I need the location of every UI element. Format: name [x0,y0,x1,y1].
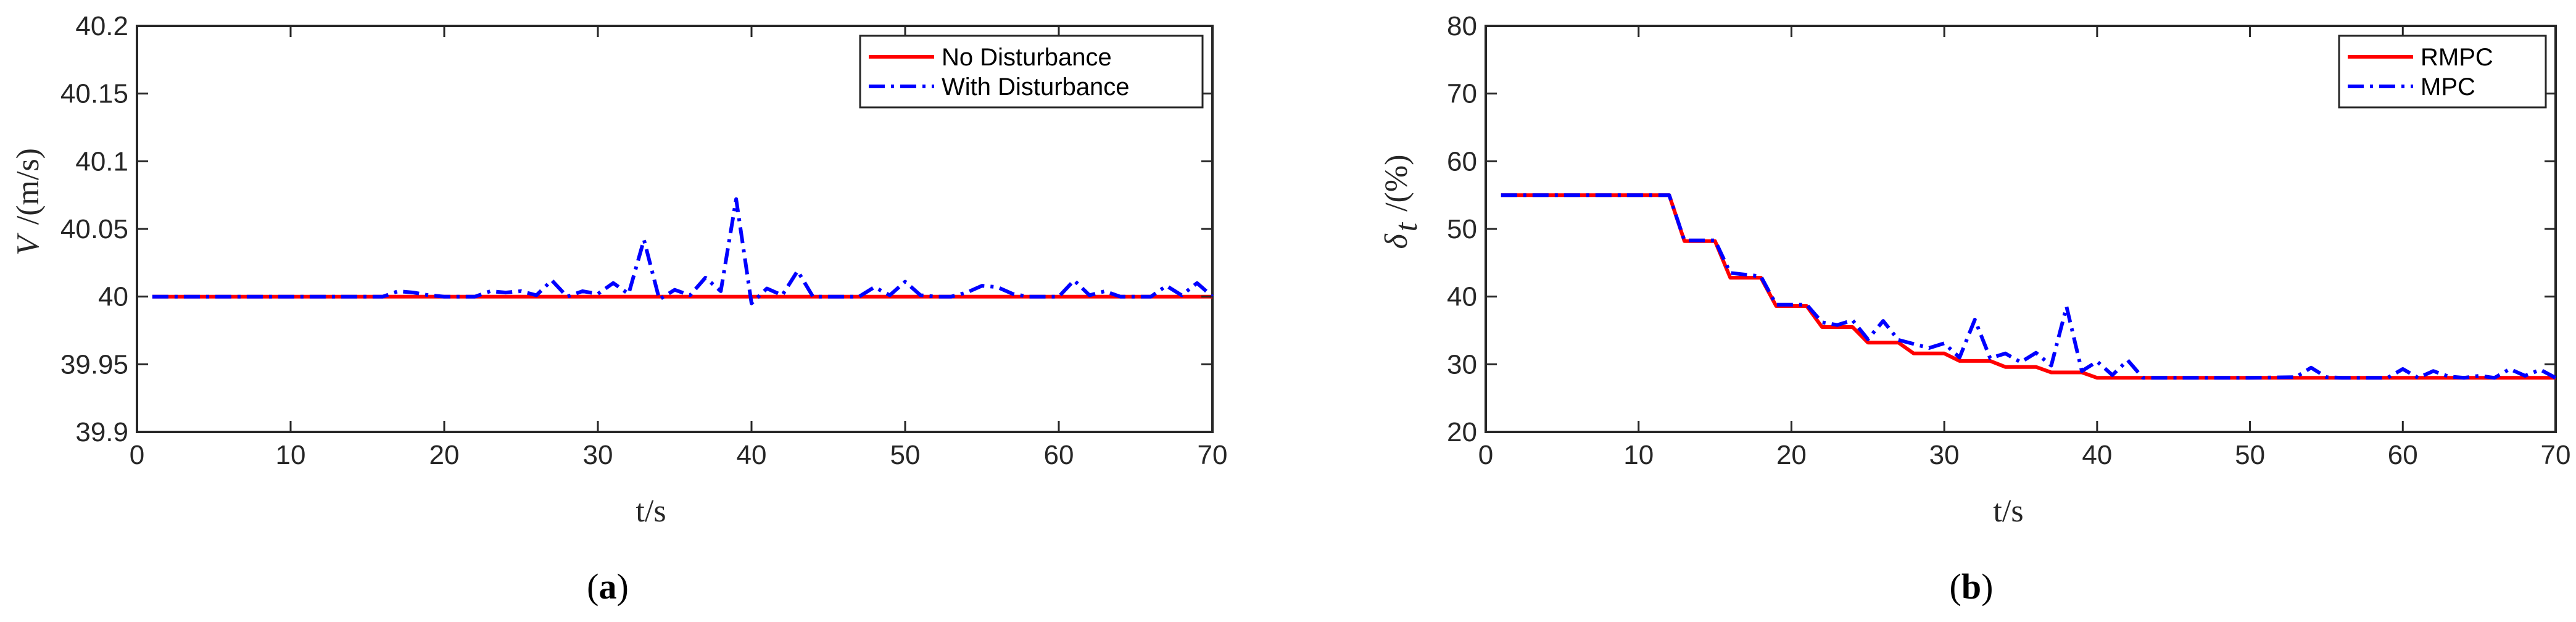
legend-label: MPC [2421,73,2475,101]
x-tick-label: 50 [2235,440,2265,470]
y-tick-label: 40.2 [75,11,128,41]
y-tick-label: 30 [1447,349,1477,379]
axis-ticks: 0 10 20 30 40 50 60 70 39.9 39.95 40 40.05 40.1 40.15… [60,11,1228,470]
x-tick-label: 60 [2388,440,2418,470]
y-tick-label: 50 [1447,214,1477,244]
x-tick-label: 40 [737,440,767,470]
x-tick-label: 60 [1044,440,1074,470]
caption-letter: a [599,566,617,607]
legend-label: RMPC [2421,44,2493,71]
y-tick-label: 80 [1447,11,1477,41]
x-tick-label: 0 [1478,440,1493,470]
chart-caption: (b) [1950,566,1994,607]
legend-box [2338,35,2547,109]
caption-open: ( [1950,566,1961,607]
plot-series [152,197,1214,305]
y-tick-label: 40 [98,282,128,312]
caption-close: ) [617,566,629,607]
x-tick-label: 20 [429,440,460,470]
plot-series [1501,193,2557,380]
caption-open: ( [587,566,598,607]
y-tick-label: 40 [1447,282,1477,312]
y-tick-label: 60 [1447,146,1477,176]
legend-label: With Disturbance [942,73,1130,101]
x-tick-label: 30 [583,440,613,470]
y-tick-label: 39.95 [60,349,128,379]
legend-box [859,35,1204,109]
x-tick-label: 70 [1198,440,1228,470]
y-axis-label: V /(m/s) [10,148,46,255]
x-tick-label: 10 [1623,440,1654,470]
series-line-2 [1501,193,2557,380]
x-tick-label: 0 [130,440,144,470]
y-tick-label: 40.05 [60,214,128,244]
x-tick-label: 30 [1929,440,1960,470]
y-axis-symbol: δ [1379,234,1414,249]
x-tick-label: 40 [2082,440,2112,470]
y-tick-label: 39.9 [75,417,128,447]
legend-label: No Disturbance [942,44,1112,71]
y-axis-unit: /(%) [1379,154,1414,211]
y-tick-label: 40.1 [75,146,128,176]
x-tick-label: 70 [2541,440,2571,470]
chart-a-velocity: 0 10 20 30 40 50 60 70 39.9 39.95 40 40.05 40.1 40.15… [10,11,1227,607]
caption-close: ) [1981,566,1993,607]
axis-ticks: 0 10 20 30 40 50 60 70 20 30 40 50 60 70 80 [1447,11,2570,470]
y-tick-label: 20 [1447,417,1477,447]
x-axis-label: t/s [636,494,666,529]
chart-caption: (a) [587,566,629,607]
series-line-2 [152,197,1214,305]
y-tick-label: 40.15 [60,79,128,109]
y-axis-subscript: t [1389,222,1424,231]
x-tick-label: 50 [890,440,921,470]
x-axis-label: t/s [1993,494,2023,529]
x-tick-label: 10 [276,440,306,470]
y-tick-label: 70 [1447,79,1477,109]
y-axis-unit: /(m/s) [10,148,46,225]
y-axis-label: δ t /(%) [1379,154,1424,249]
caption-letter: b [1961,566,1981,607]
x-tick-label: 20 [1776,440,1807,470]
y-axis-symbol: V [10,233,46,255]
